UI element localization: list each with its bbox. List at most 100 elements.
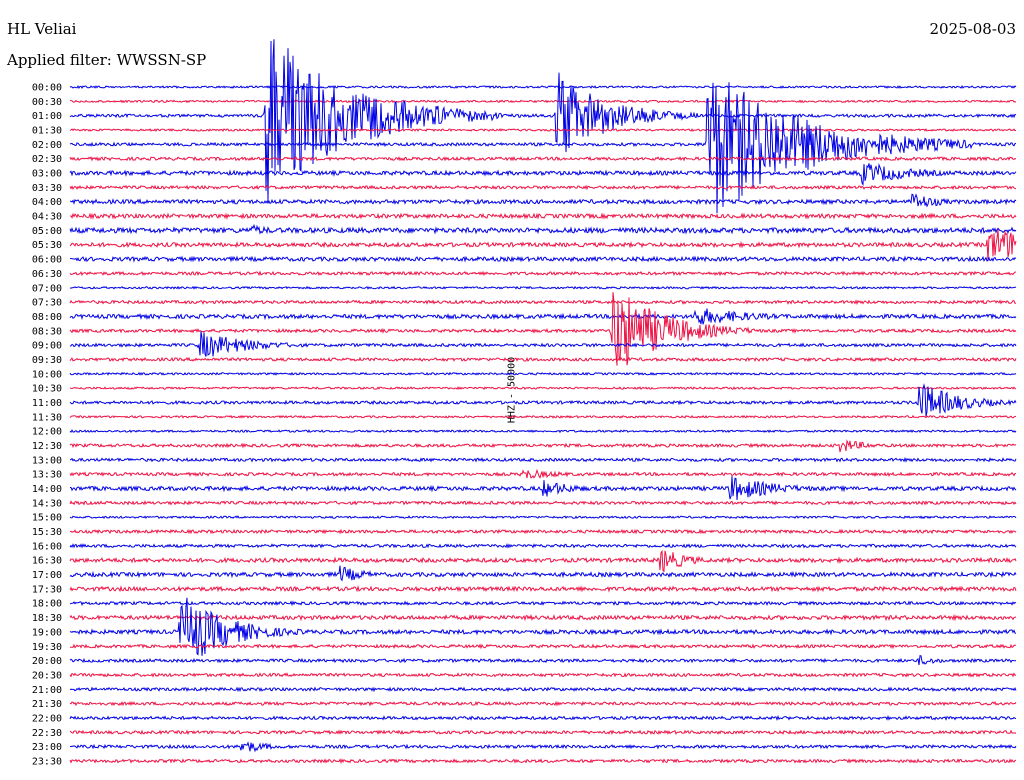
row-label: 02:30 bbox=[32, 154, 62, 165]
trace-1130 bbox=[69, 414, 1017, 419]
trace-0630 bbox=[69, 270, 1017, 277]
trace-1900 bbox=[69, 597, 1017, 656]
trace-1500 bbox=[69, 515, 1017, 520]
trace-1200 bbox=[69, 429, 1017, 434]
row-label: 11:30 bbox=[32, 412, 62, 423]
trace-1930 bbox=[69, 643, 1017, 650]
row-label: 04:00 bbox=[32, 197, 62, 208]
date-label: 2025-08-03 bbox=[929, 20, 1016, 38]
row-label: 16:00 bbox=[32, 541, 62, 552]
trace-2000 bbox=[69, 655, 1017, 665]
trace-2300 bbox=[69, 741, 1017, 753]
trace-1400 bbox=[70, 476, 1017, 501]
trace-0730 bbox=[69, 299, 1017, 306]
trace-1300 bbox=[69, 456, 1017, 463]
trace-0930 bbox=[69, 356, 1017, 363]
row-label: 13:00 bbox=[32, 455, 62, 466]
row-label: 10:30 bbox=[32, 384, 62, 395]
row-label: 01:30 bbox=[32, 126, 62, 137]
row-label: 03:00 bbox=[32, 169, 62, 180]
row-label: 00:30 bbox=[32, 97, 62, 108]
row-label: 20:30 bbox=[32, 670, 62, 681]
trace-1430 bbox=[69, 500, 1017, 506]
trace-2330 bbox=[69, 758, 1016, 765]
trace-0900 bbox=[69, 331, 1017, 357]
row-label: 12:30 bbox=[32, 441, 62, 452]
row-label: 06:00 bbox=[32, 255, 62, 266]
row-label: 23:30 bbox=[32, 756, 62, 767]
trace-1700 bbox=[69, 565, 1017, 582]
row-label: 04:30 bbox=[32, 212, 62, 223]
trace-0130 bbox=[69, 128, 1017, 133]
row-label: 09:00 bbox=[32, 341, 62, 352]
row-label: 15:30 bbox=[32, 527, 62, 538]
trace-2130 bbox=[69, 700, 1017, 707]
trace-0000 bbox=[69, 84, 1017, 90]
row-label: 19:00 bbox=[32, 627, 62, 638]
trace-0830 bbox=[69, 292, 1017, 366]
trace-0200 bbox=[69, 82, 1017, 214]
trace-1030 bbox=[69, 386, 1017, 391]
row-label: 08:30 bbox=[32, 326, 62, 337]
trace-2030 bbox=[69, 672, 1016, 678]
trace-1630 bbox=[69, 549, 1017, 573]
row-label: 08:00 bbox=[32, 312, 62, 323]
row-label: 03:30 bbox=[32, 183, 62, 194]
row-label: 17:00 bbox=[32, 570, 62, 581]
trace-0500 bbox=[69, 223, 1017, 235]
row-label: 22:30 bbox=[32, 728, 62, 739]
trace-1330 bbox=[69, 468, 1017, 479]
trace-0330 bbox=[69, 184, 1017, 191]
trace-2200 bbox=[69, 714, 1017, 721]
trace-0430 bbox=[69, 212, 1017, 220]
trace-1730 bbox=[69, 584, 1017, 593]
trace-0530 bbox=[69, 229, 1017, 262]
row-label: 18:30 bbox=[32, 613, 62, 624]
trace-2100 bbox=[69, 686, 1017, 693]
row-label: 17:30 bbox=[32, 584, 62, 595]
row-label: 01:00 bbox=[32, 111, 62, 122]
trace-1530 bbox=[69, 528, 1017, 535]
trace-1100 bbox=[69, 383, 1017, 417]
trace-0600 bbox=[69, 255, 1017, 263]
row-label: 09:30 bbox=[32, 355, 62, 366]
row-label: 05:00 bbox=[32, 226, 62, 237]
row-label: 23:00 bbox=[32, 742, 62, 753]
trace-0800 bbox=[69, 308, 1017, 325]
trace-0100 bbox=[69, 39, 1017, 202]
row-label: 02:00 bbox=[32, 140, 62, 151]
trace-1230 bbox=[69, 439, 1017, 453]
row-label: 15:00 bbox=[32, 513, 62, 524]
trace-0300 bbox=[69, 163, 1017, 187]
trace-0230 bbox=[69, 155, 1017, 162]
trace-1800 bbox=[69, 600, 1017, 607]
trace-group bbox=[69, 39, 1017, 765]
row-label: 07:30 bbox=[32, 298, 62, 309]
row-label: 00:00 bbox=[32, 83, 62, 94]
row-label: 12:00 bbox=[32, 427, 62, 438]
row-label-group: 00:00 00:30 01:00 01:30 02:00 02:30 03:00 03:30… bbox=[32, 83, 62, 768]
row-label: 16:30 bbox=[32, 556, 62, 567]
trace-1830 bbox=[69, 613, 1017, 622]
trace-2230 bbox=[69, 729, 1017, 736]
trace-1000 bbox=[69, 371, 1017, 376]
row-label: 22:00 bbox=[32, 713, 62, 724]
row-label: 21:30 bbox=[32, 699, 62, 710]
trace-0030 bbox=[69, 99, 1017, 104]
trace-0700 bbox=[69, 285, 1017, 290]
row-label: 18:00 bbox=[32, 599, 62, 610]
trace-0400 bbox=[69, 193, 1017, 208]
row-label: 13:30 bbox=[32, 470, 62, 481]
row-label: 10:00 bbox=[32, 369, 62, 380]
row-label: 21:00 bbox=[32, 685, 62, 696]
row-label: 14:00 bbox=[32, 484, 62, 495]
row-label: 19:30 bbox=[32, 642, 62, 653]
row-label: 06:30 bbox=[32, 269, 62, 280]
row-label: 07:00 bbox=[32, 283, 62, 294]
trace-1600 bbox=[69, 543, 1017, 549]
row-label: 11:00 bbox=[32, 398, 62, 409]
row-label: 05:30 bbox=[32, 240, 62, 251]
station-name: HL Veliai bbox=[7, 20, 77, 38]
filter-label: Applied filter: WWSSN-SP bbox=[7, 51, 207, 69]
